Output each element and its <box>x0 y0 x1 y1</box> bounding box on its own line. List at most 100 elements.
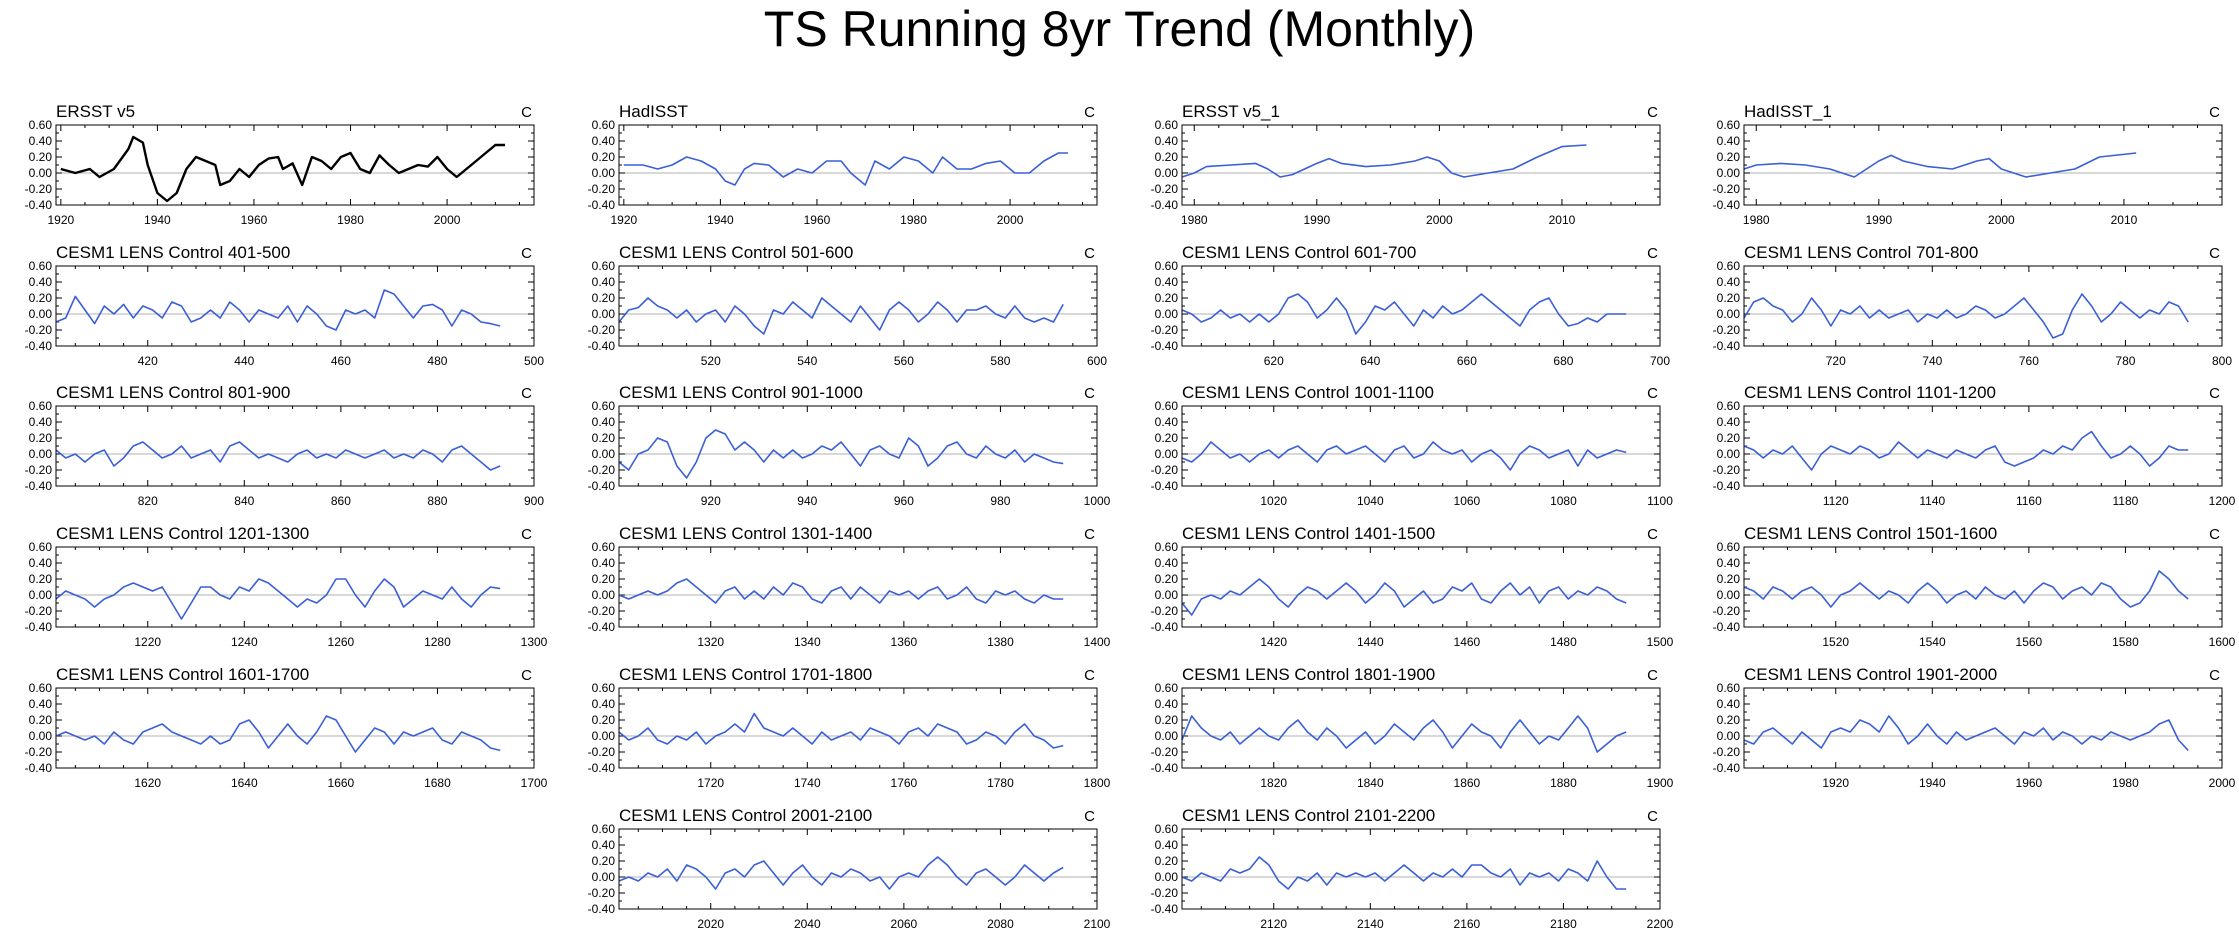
panel-units: C <box>1084 808 1095 825</box>
y-tick-label: 0.20 <box>592 854 616 868</box>
x-tick-label: 1100 <box>1647 494 1673 508</box>
plot-frame <box>55 265 535 347</box>
x-tick-label: 2000 <box>997 213 1024 227</box>
y-tick-label: 0.00 <box>592 166 616 180</box>
series-line <box>60 135 505 203</box>
y-tick-label: 0.20 <box>29 713 53 727</box>
x-tick-label: 700 <box>1650 354 1670 368</box>
x-tick-label: 780 <box>2115 354 2135 368</box>
series-line <box>618 429 1064 479</box>
y-tick-label: 0.20 <box>1717 291 1741 305</box>
y-tick-label: 0.40 <box>1155 134 1179 148</box>
x-tick-label: 1800 <box>1084 776 1111 790</box>
x-tick-label: 420 <box>138 354 158 368</box>
panel-units: C <box>1647 526 1658 543</box>
x-tick-label: 1200 <box>2209 494 2236 508</box>
plot-frame <box>1181 265 1661 347</box>
y-tick-label: -0.20 <box>588 745 616 759</box>
plot-frame <box>1181 124 1661 206</box>
y-tick-label: 0.00 <box>29 166 53 180</box>
y-tick-label: 0.40 <box>1155 556 1179 570</box>
series-line <box>1743 430 2189 471</box>
x-tick-label: 1280 <box>424 635 451 649</box>
x-tick-label: 1760 <box>891 776 918 790</box>
y-tick-label: 0.40 <box>592 134 616 148</box>
y-tick-label: -0.40 <box>1151 620 1179 634</box>
x-tick-label: 1380 <box>987 635 1014 649</box>
y-tick-label: -0.40 <box>25 761 53 775</box>
y-tick-label: 0.40 <box>29 556 53 570</box>
plot-frame <box>618 828 1098 910</box>
x-tick-label: 620 <box>1264 354 1284 368</box>
y-tick-label: -0.20 <box>1713 323 1741 337</box>
panel-units: C <box>2209 104 2220 121</box>
y-tick-label: -0.20 <box>1151 745 1179 759</box>
y-tick-label: 0.60 <box>1717 118 1741 132</box>
y-tick-label: -0.20 <box>1713 745 1741 759</box>
panel-units: C <box>1647 808 1658 825</box>
y-tick-label: 0.00 <box>1155 307 1179 321</box>
plot-frame <box>55 546 535 628</box>
x-tick-label: 1640 <box>231 776 258 790</box>
series-line <box>55 578 501 620</box>
chart-panel: CESM1 LENS Control 1201-1300 C 0.60 0.40 0.2… <box>25 524 548 649</box>
y-tick-label: 0.00 <box>29 307 53 321</box>
y-tick-label: 0.60 <box>1155 399 1179 413</box>
x-tick-label: 1960 <box>2016 776 2043 790</box>
y-tick-label: 0.40 <box>1155 838 1179 852</box>
plot-frame <box>55 124 535 206</box>
y-tick-label: -0.40 <box>588 479 616 493</box>
y-tick-label: -0.40 <box>1713 339 1741 353</box>
y-tick-label: 0.40 <box>1717 134 1741 148</box>
y-tick-label: -0.20 <box>1151 323 1179 337</box>
y-tick-label: 0.00 <box>1155 870 1179 884</box>
y-tick-label: 0.20 <box>29 291 53 305</box>
x-tick-label: 1600 <box>2209 635 2236 649</box>
y-tick-label: 0.20 <box>592 431 616 445</box>
y-tick-label: 0.40 <box>29 134 53 148</box>
series-line <box>618 856 1064 890</box>
panel-title: CESM1 LENS Control 2001-2100 <box>619 806 872 825</box>
y-tick-label: 0.40 <box>1717 275 1741 289</box>
x-tick-label: 1060 <box>1454 494 1481 508</box>
y-tick-label: -0.40 <box>25 620 53 634</box>
x-tick-label: 1080 <box>1550 494 1577 508</box>
x-tick-label: 1240 <box>231 635 258 649</box>
x-tick-label: 1700 <box>521 776 548 790</box>
x-tick-label: 2000 <box>434 213 461 227</box>
x-tick-label: 1260 <box>328 635 355 649</box>
x-tick-label: 520 <box>701 354 721 368</box>
panel-title: CESM1 LENS Control 1701-1800 <box>619 665 872 684</box>
y-tick-label: -0.20 <box>1151 604 1179 618</box>
y-tick-label: -0.20 <box>1713 604 1741 618</box>
series-line <box>1181 856 1627 890</box>
plot-frame <box>618 687 1098 769</box>
chart-panel: CESM1 LENS Control 701-800 C 0.60 0.40 0.20 0… <box>1713 243 2233 368</box>
x-tick-label: 1320 <box>697 635 724 649</box>
x-tick-label: 1920 <box>1822 776 1849 790</box>
plot-frame <box>1181 828 1661 910</box>
x-tick-label: 2000 <box>1426 213 1453 227</box>
x-tick-label: 900 <box>524 494 544 508</box>
y-tick-label: -0.40 <box>1151 339 1179 353</box>
panel-title: CESM1 LENS Control 1901-2000 <box>1744 665 1997 684</box>
x-tick-label: 880 <box>427 494 447 508</box>
panel-title: CESM1 LENS Control 1201-1300 <box>56 524 309 543</box>
panel-units: C <box>1084 104 1095 121</box>
y-tick-label: -0.20 <box>588 463 616 477</box>
y-tick-label: 0.20 <box>592 291 616 305</box>
x-tick-label: 920 <box>701 494 721 508</box>
chart-panel: CESM1 LENS Control 501-600 C 0.60 0.40 0.20 0… <box>588 243 1108 368</box>
panel-units: C <box>521 245 532 262</box>
x-tick-label: 660 <box>1457 354 1477 368</box>
x-tick-label: 1420 <box>1260 635 1287 649</box>
y-tick-label: 0.20 <box>592 572 616 586</box>
y-tick-label: 0.40 <box>592 838 616 852</box>
x-tick-label: 480 <box>427 354 447 368</box>
x-tick-label: 1720 <box>697 776 724 790</box>
x-tick-label: 2080 <box>987 917 1014 931</box>
x-tick-label: 840 <box>234 494 254 508</box>
y-tick-label: 0.60 <box>1155 540 1179 554</box>
panel-units: C <box>2209 245 2220 262</box>
